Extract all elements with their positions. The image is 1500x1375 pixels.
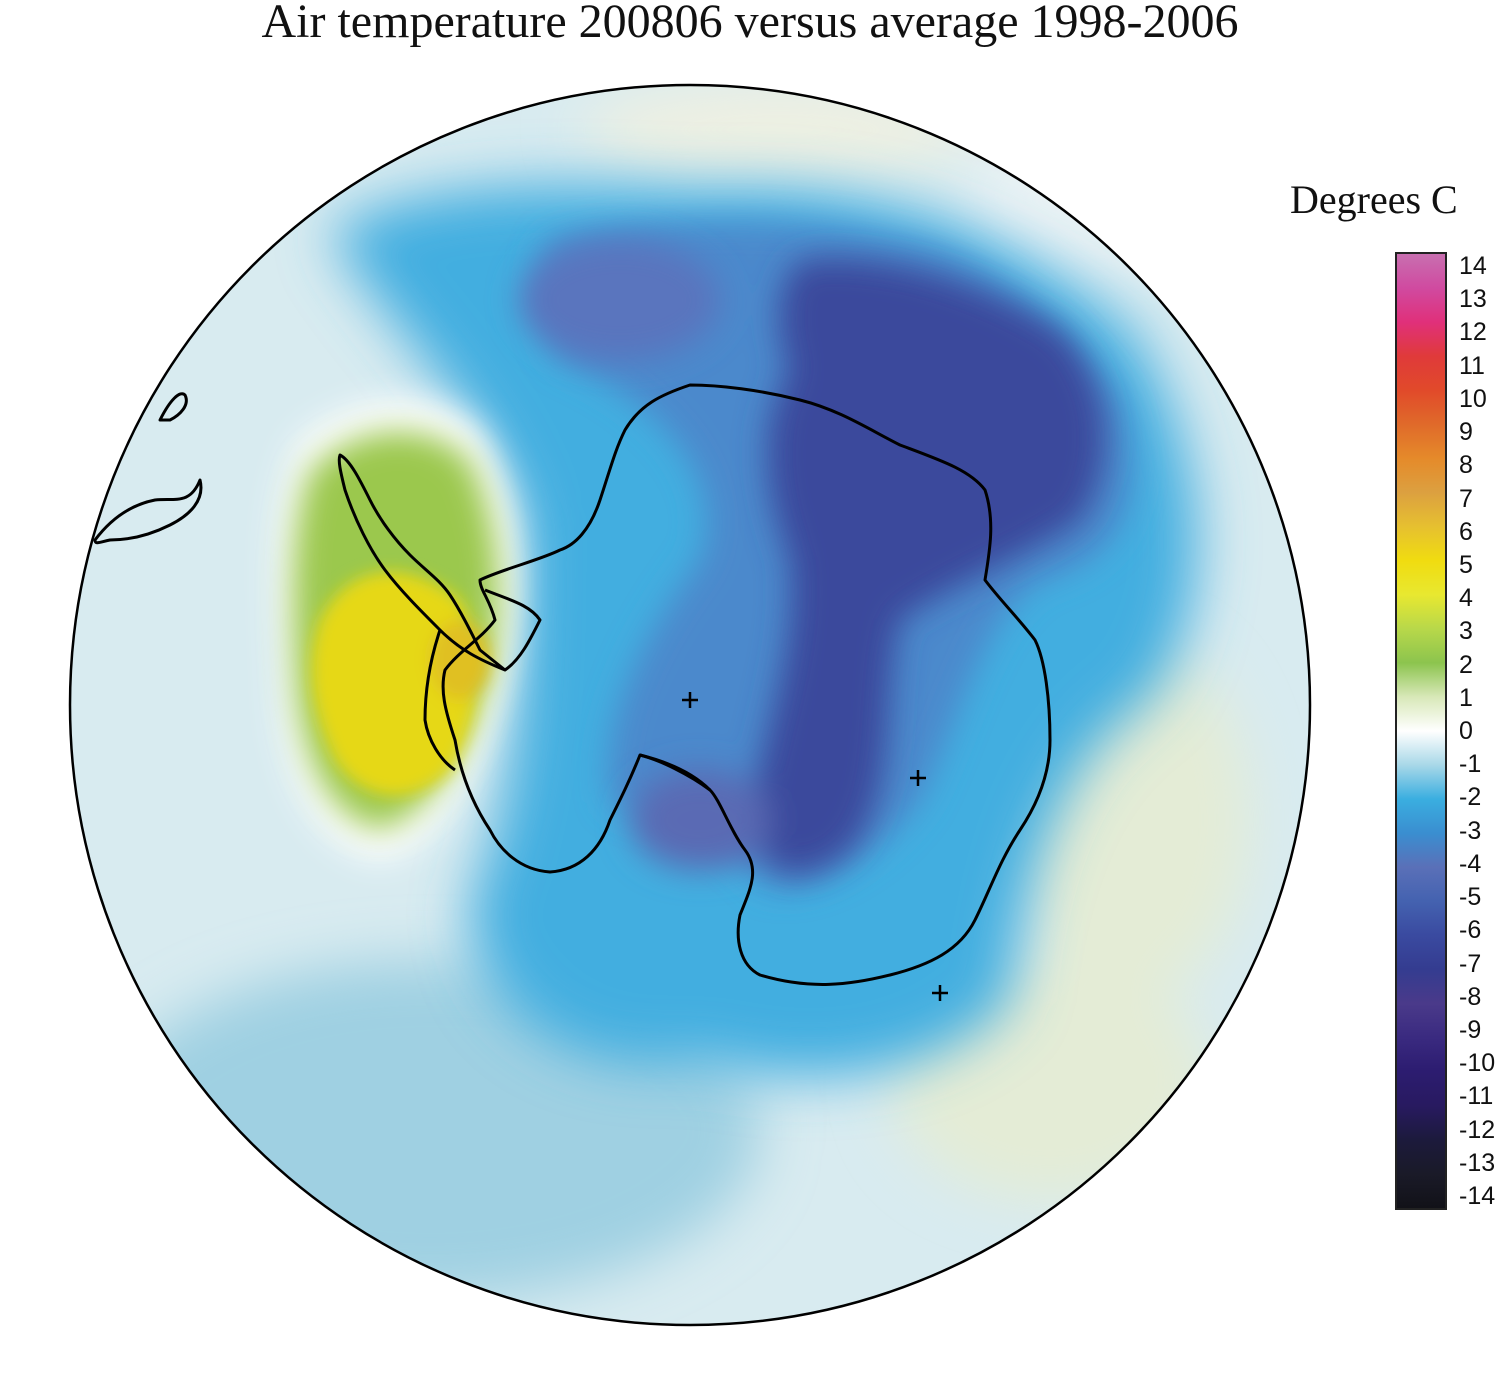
colorbar-tick-label: 11 xyxy=(1459,351,1485,380)
colorbar-tick-label: 5 xyxy=(1459,550,1473,579)
map-boundary xyxy=(68,83,1312,1327)
colorbar-tick-label: 14 xyxy=(1459,252,1487,280)
colorbar-tick-label: 12 xyxy=(1459,318,1487,347)
colorbar-tick-label: -14 xyxy=(1459,1182,1496,1210)
legend-title: Degrees C xyxy=(1290,177,1458,222)
colorbar-tick-label: 1 xyxy=(1459,683,1473,712)
colorbar-tick-label: -7 xyxy=(1459,949,1482,978)
colorbar-tick-label: -9 xyxy=(1459,1015,1482,1044)
colorbar-tick-label: 10 xyxy=(1459,384,1487,413)
colorbar-tick-label: 13 xyxy=(1459,285,1487,314)
colorbar-tick-label: -1 xyxy=(1459,750,1482,779)
colorbar-tick-label: 2 xyxy=(1459,650,1473,679)
colorbar-tick-label: 7 xyxy=(1459,484,1473,513)
colorbar-tick-label: 8 xyxy=(1459,451,1473,480)
colorbar-tick-label: 4 xyxy=(1459,584,1473,613)
colorbar-tick-label: -12 xyxy=(1459,1115,1496,1144)
colorbar-tick-label: 6 xyxy=(1459,517,1473,546)
colorbar-tick-label: -2 xyxy=(1459,783,1482,812)
colorbar-tick-label: -4 xyxy=(1459,849,1482,878)
colorbar-tick-label: -5 xyxy=(1459,883,1482,912)
colorbar-tick-label: -10 xyxy=(1459,1049,1496,1078)
colorbar-tick-label: -6 xyxy=(1459,916,1482,945)
colorbar xyxy=(1395,252,1447,1210)
station-markers xyxy=(682,692,948,1001)
map-title: Air temperature 200806 versus average 19… xyxy=(261,0,1239,48)
colorbar-tick-label: 9 xyxy=(1459,418,1473,447)
colorbar-tick-label: 0 xyxy=(1459,717,1473,745)
colorbar-tick-label: -8 xyxy=(1459,982,1482,1011)
colorbar-tick-label: -3 xyxy=(1459,816,1482,845)
coastline xyxy=(93,383,1052,986)
colorbar-tick-label: -13 xyxy=(1459,1148,1496,1177)
colorbar-tick-label: -11 xyxy=(1459,1082,1494,1111)
colorbar-tick-label: 3 xyxy=(1459,617,1473,646)
